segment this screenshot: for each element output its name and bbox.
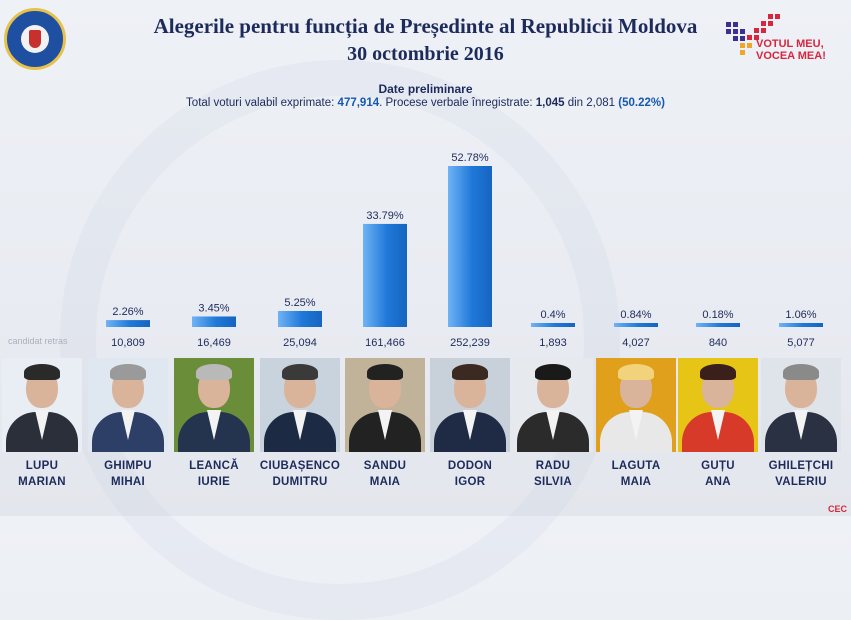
bar-5: [448, 166, 492, 327]
candidate-name-4: SANDU MAIA: [340, 458, 430, 490]
candidate-last-name: RADU: [535, 460, 571, 472]
bar-1: [106, 320, 150, 327]
candidate-first-name: VALERIU: [775, 476, 827, 488]
candidate-first-name: IURIE: [197, 476, 231, 488]
bar-percent-label-5: 52.78%: [451, 152, 489, 164]
candidate-last-name: GHILEȚCHI: [768, 460, 834, 472]
bar-9: [779, 323, 823, 327]
vote-count-label-7: 4,027: [622, 337, 650, 349]
slogan-line-2: VOCEA MEA!: [756, 50, 826, 62]
candidate-photo-3: [260, 358, 340, 452]
vote-count-label-9: 5,077: [787, 337, 815, 349]
candidate-last-name: LEANCĂ: [189, 460, 239, 472]
results-bar-chart: 2.26% 10,809 3.45% 16,469 5.25% 25,094 33.79% 1…: [106, 152, 823, 349]
candidate-first-name: MIHAI: [110, 476, 146, 488]
pv-count: 1,045: [535, 97, 565, 109]
candidate-name-5: DODON IGOR: [425, 458, 515, 490]
bar-percent-label-3: 5.25%: [284, 297, 315, 309]
bar-percent-label-8: 0.18%: [702, 309, 733, 321]
withdrawn-note: candidat retras: [8, 336, 68, 346]
candidate-last-name: LAGUTA: [611, 460, 661, 472]
preliminary-label: Date preliminare: [378, 82, 473, 96]
vote-count-label-4: 161,466: [365, 337, 405, 349]
vote-campaign-logo: [726, 14, 780, 55]
candidate-name-2: LEANCĂ IURIE: [169, 458, 259, 490]
totals-value: 477,914: [337, 97, 380, 109]
candidate-first-name: IGOR: [454, 476, 486, 488]
candidate-first-name: MAIA: [369, 476, 401, 488]
candidate-first-name: DUMITRU: [272, 476, 328, 488]
bar-4: [363, 223, 407, 327]
candidate-photo-8: [678, 358, 758, 452]
candidate-photo-6: [513, 358, 593, 452]
bar-7: [614, 323, 658, 327]
bar-8: [696, 323, 740, 327]
pv-of: din 2,081: [567, 97, 616, 109]
bar-percent-label-6: 0.4%: [540, 309, 565, 321]
candidate-photo-5: [430, 358, 510, 452]
candidate-last-name: LUPU: [25, 460, 59, 472]
vote-count-label-2: 16,469: [197, 337, 231, 349]
candidate-name-9: GHILEȚCHI VALERIU: [756, 458, 846, 490]
bar-3: [278, 310, 322, 327]
candidate-name-7: LAGUTA MAIA: [591, 458, 681, 490]
candidate-last-name: SANDU: [363, 460, 407, 472]
candidate-first-name: MAIA: [620, 476, 652, 488]
candidate-name-8: GUȚU ANA: [673, 458, 763, 490]
vote-count-label-1: 10,809: [111, 337, 145, 349]
candidate-name-1: GHIMPU MIHAI: [83, 458, 173, 490]
cec-seal-logo: [4, 8, 66, 70]
bar-6: [531, 323, 575, 327]
pv-percent: (50.22%): [618, 97, 665, 109]
candidate-photo-1: [88, 358, 168, 452]
candidate-photo-0: [2, 358, 82, 452]
bar-percent-label-1: 2.26%: [112, 306, 143, 318]
bar-2: [192, 316, 236, 327]
vote-count-label-3: 25,094: [283, 337, 317, 349]
candidate-first-name: MARIAN: [18, 476, 66, 488]
vote-count-label-6: 1,893: [539, 337, 567, 349]
candidate-name-6: RADU SILVIA: [508, 458, 598, 490]
candidate-name-3: CIUBAȘENCO DUMITRU: [255, 458, 345, 490]
candidate-last-name: DODON: [447, 460, 493, 472]
bar-percent-label-7: 0.84%: [620, 309, 651, 321]
candidate-photo-7: [596, 358, 676, 452]
candidate-photo-2: [174, 358, 254, 452]
vote-count-label-5: 252,239: [450, 337, 490, 349]
candidate-name-0: LUPU MARIAN: [0, 458, 87, 490]
campaign-slogan: VOTUL MEU, VOCEA MEA!: [756, 38, 826, 62]
candidate-photo-9: [761, 358, 841, 452]
candidate-last-name: CIUBAȘENCO: [259, 460, 341, 472]
page-title: Alegerile pentru funcția de Președinte a…: [153, 14, 698, 38]
candidate-first-name: SILVIA: [533, 476, 572, 488]
totals-line: Total voturi valabil exprimate: 477,914.…: [0, 97, 851, 109]
bar-percent-label-2: 3.45%: [198, 302, 229, 314]
vote-count-label-8: 840: [709, 337, 727, 349]
slogan-line-1: VOTUL MEU,: [756, 38, 824, 50]
election-date: 30 octombrie 2016: [347, 43, 504, 65]
candidate-last-name: GUȚU: [701, 460, 735, 472]
candidate-last-name: GHIMPU: [104, 460, 152, 472]
pv-label: . Procese verbale înregistrate:: [379, 97, 533, 109]
totals-label: Total voturi valabil exprimate:: [186, 97, 335, 109]
candidate-photo-4: [345, 358, 425, 452]
bar-percent-label-4: 33.79%: [366, 210, 404, 222]
cec-corner-mark: CEC: [827, 504, 847, 514]
candidate-first-name: ANA: [705, 476, 731, 488]
bar-percent-label-9: 1.06%: [785, 309, 816, 321]
